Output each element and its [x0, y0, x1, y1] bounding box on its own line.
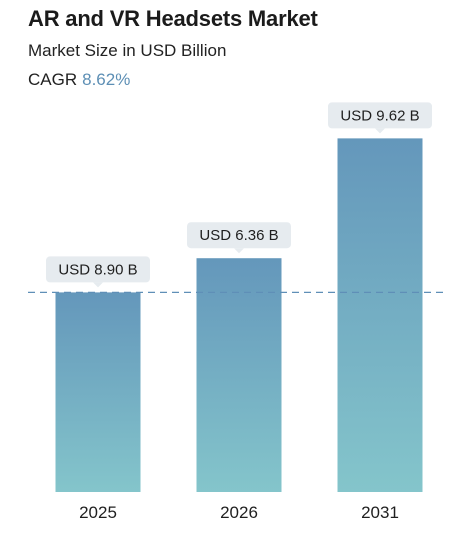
data-label: USD 8.90 B	[58, 261, 137, 278]
value-callout-2026: USD 6.36 B	[187, 222, 291, 254]
callouts-group: USD 8.90 B USD 6.36 B USD 9.62 B	[46, 102, 432, 288]
chart-title: AR and VR Headsets Market	[28, 6, 318, 31]
callout-pointer	[93, 282, 103, 288]
data-label: USD 6.36 B	[199, 227, 278, 244]
x-axis-ticks: 2025 2026 2031	[79, 503, 399, 522]
x-tick-label-2031: 2031	[361, 503, 399, 522]
cagr-label: CAGR	[28, 70, 78, 89]
cagr-value: 8.62%	[82, 70, 131, 89]
callout-box	[328, 102, 432, 129]
bar-2031	[337, 138, 423, 493]
bar-2026	[196, 258, 282, 492]
chart-subtitle: Market Size in USD Billion	[28, 41, 227, 60]
cagr-line: CAGR 8.62%	[28, 70, 130, 90]
value-callout-2025: USD 8.90 B	[46, 256, 150, 288]
x-tick-label-2025: 2025	[79, 503, 117, 522]
callout-pointer	[234, 248, 244, 254]
x-tick-label-2026: 2026	[220, 503, 258, 522]
callout-pointer	[375, 128, 385, 134]
bar-2025	[55, 292, 141, 492]
callout-box	[46, 256, 150, 283]
value-callout-2031: USD 9.62 B	[328, 102, 432, 134]
bars-group	[55, 138, 423, 493]
data-label: USD 9.62 B	[340, 107, 419, 124]
callout-box	[187, 222, 291, 249]
